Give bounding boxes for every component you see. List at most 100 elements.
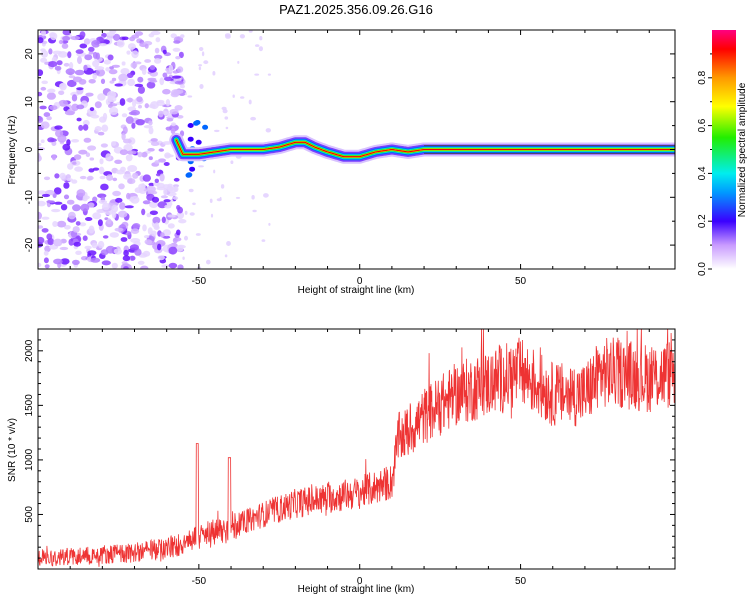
noise-blob <box>43 250 49 256</box>
noise-blob <box>128 111 137 116</box>
noise-blob <box>175 245 184 252</box>
noise-blob <box>109 66 114 70</box>
noise-blob <box>146 81 156 89</box>
noise-blob <box>85 217 93 221</box>
noise-blob <box>71 94 78 102</box>
noise-blob <box>216 198 222 202</box>
noise-blob <box>230 160 234 164</box>
x-tick-label: 0 <box>357 276 363 287</box>
noise-blob <box>64 110 75 116</box>
noise-blob <box>51 154 57 161</box>
noise-blob <box>71 139 80 143</box>
noise-blob <box>88 109 97 117</box>
noise-blob <box>75 250 82 255</box>
noise-blob <box>177 66 184 73</box>
noise-blob <box>206 259 211 265</box>
noise-blob <box>151 196 160 203</box>
noise-blob <box>132 172 139 179</box>
noise-blob <box>146 185 156 193</box>
noise-blob <box>184 235 188 241</box>
noise-blob <box>138 104 142 109</box>
noise-blob <box>163 162 170 166</box>
noise-blob <box>114 83 123 87</box>
spectrogram-ridge <box>169 132 675 164</box>
noise-blob <box>137 85 145 94</box>
noise-blob <box>87 202 95 208</box>
noise-blob <box>174 105 183 111</box>
noise-blob <box>106 218 112 225</box>
noise-blob <box>41 228 49 233</box>
noise-blob <box>169 108 179 115</box>
x-tick-label: 0 <box>357 576 363 587</box>
noise-blob <box>137 260 145 265</box>
noise-blob <box>94 101 102 109</box>
noise-blob <box>88 168 95 173</box>
noise-blob <box>109 232 120 238</box>
noise-blob <box>142 200 151 205</box>
noise-blob <box>160 232 165 238</box>
noise-blob <box>76 189 86 197</box>
noise-blob <box>41 30 46 37</box>
noise-blob <box>85 152 91 157</box>
noise-blob <box>176 211 185 220</box>
noise-blob <box>142 174 151 182</box>
noise-blob <box>135 119 145 126</box>
noise-blob <box>111 262 118 269</box>
noise-blob <box>252 209 257 213</box>
spectrogram-panel: -50 0 50 -20 -10 0 10 20 Height of straight lin… <box>7 29 676 296</box>
noise-blob <box>214 129 220 133</box>
noise-blob <box>72 161 77 165</box>
noise-blob <box>155 173 162 177</box>
noise-blob <box>46 200 55 204</box>
noise-blob <box>87 250 97 256</box>
noise-blob <box>92 60 100 68</box>
noise-blob <box>103 59 111 65</box>
noise-blob <box>40 121 50 129</box>
noise-blob <box>144 59 152 63</box>
noise-blob <box>123 173 132 180</box>
noise-blob <box>142 224 147 232</box>
noise-blob <box>199 47 204 51</box>
noise-blob <box>180 84 185 89</box>
noise-blob <box>38 91 43 97</box>
y-tick-label: 20 <box>24 48 35 60</box>
noise-blob <box>129 244 139 251</box>
noise-blob <box>105 32 116 37</box>
noise-blob <box>97 219 103 227</box>
noise-blob <box>130 62 138 69</box>
noise-blob <box>74 69 85 76</box>
noise-blob <box>109 107 119 115</box>
noise-blob <box>172 47 181 52</box>
noise-blob <box>118 73 128 82</box>
noise-blob <box>132 99 137 108</box>
snr-panel: -50 0 50 500 1000 1500 2000 Height of straight… <box>7 328 676 595</box>
noise-blob <box>258 46 263 52</box>
noise-blob <box>99 175 106 180</box>
noise-blob <box>162 72 168 78</box>
noise-blob <box>154 160 160 165</box>
noise-blob <box>187 123 194 128</box>
noise-blob <box>79 222 87 227</box>
noise-blob <box>131 50 139 59</box>
noise-blob <box>132 223 141 229</box>
noise-blob <box>162 235 171 239</box>
noise-blob <box>60 258 70 265</box>
noise-blob <box>248 30 253 33</box>
x-tick-label: 50 <box>515 576 527 587</box>
noise-blob <box>88 225 95 234</box>
noise-blob <box>56 60 63 66</box>
colorbar-gradient <box>712 30 736 269</box>
noise-blob <box>73 154 82 160</box>
noise-blob <box>149 79 158 83</box>
noise-blob <box>101 202 110 211</box>
noise-blob <box>195 233 201 236</box>
noise-blob <box>79 175 87 180</box>
y-tick-label: 10 <box>24 96 35 108</box>
noise-blob <box>232 94 235 98</box>
noise-blob <box>136 96 143 103</box>
noise-blob <box>184 92 187 96</box>
noise-blob <box>41 80 48 85</box>
noise-blob <box>78 124 84 131</box>
noise-blob <box>193 120 200 126</box>
